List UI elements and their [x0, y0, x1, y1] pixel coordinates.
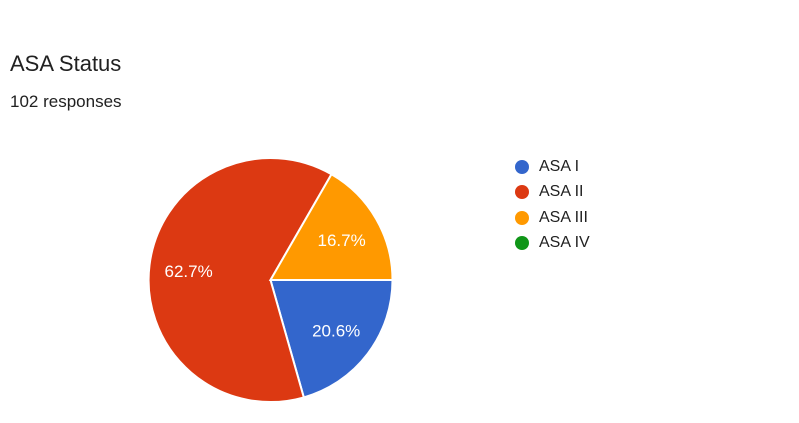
svg-text:62.7%: 62.7% [164, 262, 212, 281]
svg-text:20.6%: 20.6% [312, 321, 360, 340]
svg-text:16.7%: 16.7% [317, 231, 365, 250]
